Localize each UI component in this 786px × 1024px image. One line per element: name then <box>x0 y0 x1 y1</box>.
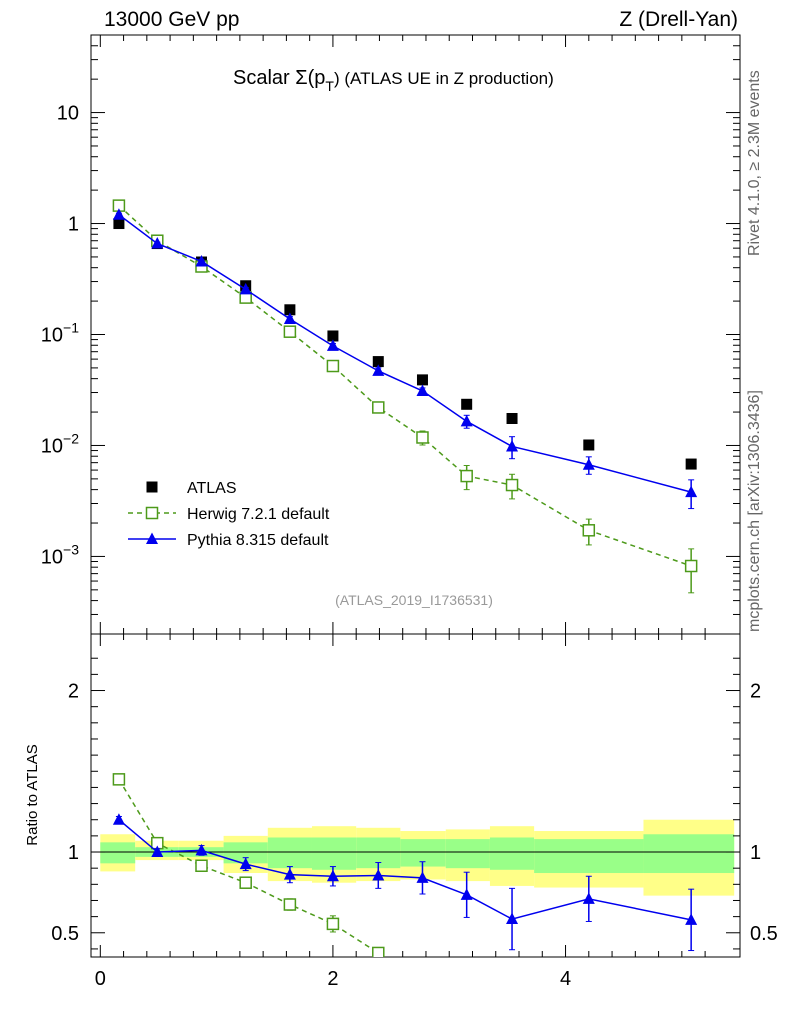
legend-atlas-marker <box>146 481 158 493</box>
process-label: Z (Drell-Yan) <box>619 8 738 31</box>
atlas-point <box>461 398 473 410</box>
x-tick-label: 2 <box>327 968 338 990</box>
legend-label: Pythia 8.315 default <box>187 532 329 549</box>
herwig-point <box>582 524 596 537</box>
band-green <box>445 839 490 869</box>
legend-herwig-marker <box>145 506 159 520</box>
herwig-ratio-point <box>195 859 208 873</box>
band-green <box>489 837 535 870</box>
band-green <box>534 839 644 874</box>
ratio-ylabel: Ratio to ATLAS <box>24 744 41 845</box>
ratio-series-group <box>112 773 698 957</box>
ratio-frame <box>90 633 741 958</box>
herwig-ratio-point <box>326 917 340 931</box>
pythia-ratio-line <box>118 819 692 921</box>
pythia-ratio-point <box>326 869 339 882</box>
legend-label: Herwig 7.2.1 default <box>187 506 330 523</box>
pythia-ratio-point <box>685 913 698 925</box>
herwig-point <box>416 431 429 444</box>
pythia-ratio-point <box>372 868 385 881</box>
ratio-y-tick-label-right: 2 <box>750 681 761 703</box>
y-tick-label: 10−3 <box>41 541 79 568</box>
y-tick-label: 10−2 <box>41 430 79 457</box>
pythia-point <box>582 458 595 470</box>
energy-label: 13000 GeV pp <box>104 8 240 31</box>
atlas-point <box>113 218 125 230</box>
pythia-ratio-point <box>283 868 296 880</box>
atlas-point <box>685 458 697 470</box>
pythia-ratio-point <box>112 813 125 825</box>
y-tick-label: 1 <box>68 214 79 236</box>
herwig-point <box>283 325 297 338</box>
herwig-point <box>505 478 519 492</box>
atlas-point <box>506 412 518 424</box>
pythia-point <box>195 254 208 267</box>
herwig-point <box>372 401 385 414</box>
plot-title: Scalar Σ(pT) (ATLAS UE in Z production) <box>233 67 554 94</box>
band-green <box>223 842 268 864</box>
pythia-point <box>460 414 473 427</box>
band-green <box>643 834 735 874</box>
analysis-label: (ATLAS_2019_I1736531) <box>335 592 493 608</box>
pythia-point <box>685 485 698 498</box>
atlas-point <box>583 439 595 451</box>
herwig-point <box>326 359 340 373</box>
x-tick-label: 0 <box>95 968 106 990</box>
x-tick-label: 4 <box>560 968 571 990</box>
legend-label: ATLAS <box>187 480 237 497</box>
pythia-point <box>326 339 339 351</box>
y-tick-label: 10 <box>57 103 79 125</box>
pythia-ratio-point <box>582 892 595 904</box>
pythia-ratio-point <box>151 845 164 858</box>
legend-pythia-marker <box>146 532 158 544</box>
pythia-point <box>239 282 252 295</box>
herwig-point <box>684 559 698 573</box>
herwig-point <box>460 469 473 483</box>
pythia-point <box>151 237 164 249</box>
pythia-point <box>416 384 429 396</box>
band-green <box>267 837 312 869</box>
ratio-y-tick-label-right: 1 <box>750 842 761 864</box>
pythia-ratio-point <box>239 857 252 870</box>
herwig-ratio-point <box>283 898 297 911</box>
pythia-ratio-point <box>195 843 208 856</box>
herwig-ratio-point <box>112 773 126 786</box>
ratio-y-tick-label: 1 <box>68 842 79 864</box>
herwig-ratio-point <box>239 876 252 889</box>
herwig-line <box>118 205 692 567</box>
pythia-ratio-point <box>416 871 429 883</box>
pythia-ratio-point <box>506 912 519 925</box>
ratio-y-tick-label: 2 <box>68 681 79 703</box>
pythia-point <box>283 312 296 324</box>
ratio-y-tick-label-right: 0.5 <box>750 923 778 945</box>
herwig-ratio-point <box>372 946 385 957</box>
atlas-point <box>284 304 296 316</box>
atlas-point <box>416 374 428 386</box>
band-green <box>100 842 136 864</box>
pythia-point <box>112 208 125 220</box>
atlas-point <box>327 330 339 342</box>
pythia-point <box>372 364 385 376</box>
band-green <box>311 837 357 870</box>
ratio-y-tick-label: 0.5 <box>51 923 79 945</box>
y-tick-label: 10−1 <box>41 320 79 347</box>
pythia-line <box>118 214 692 493</box>
atlas-point <box>372 356 384 368</box>
pythia-ratio-point <box>460 888 473 900</box>
pythia-point <box>506 439 519 452</box>
